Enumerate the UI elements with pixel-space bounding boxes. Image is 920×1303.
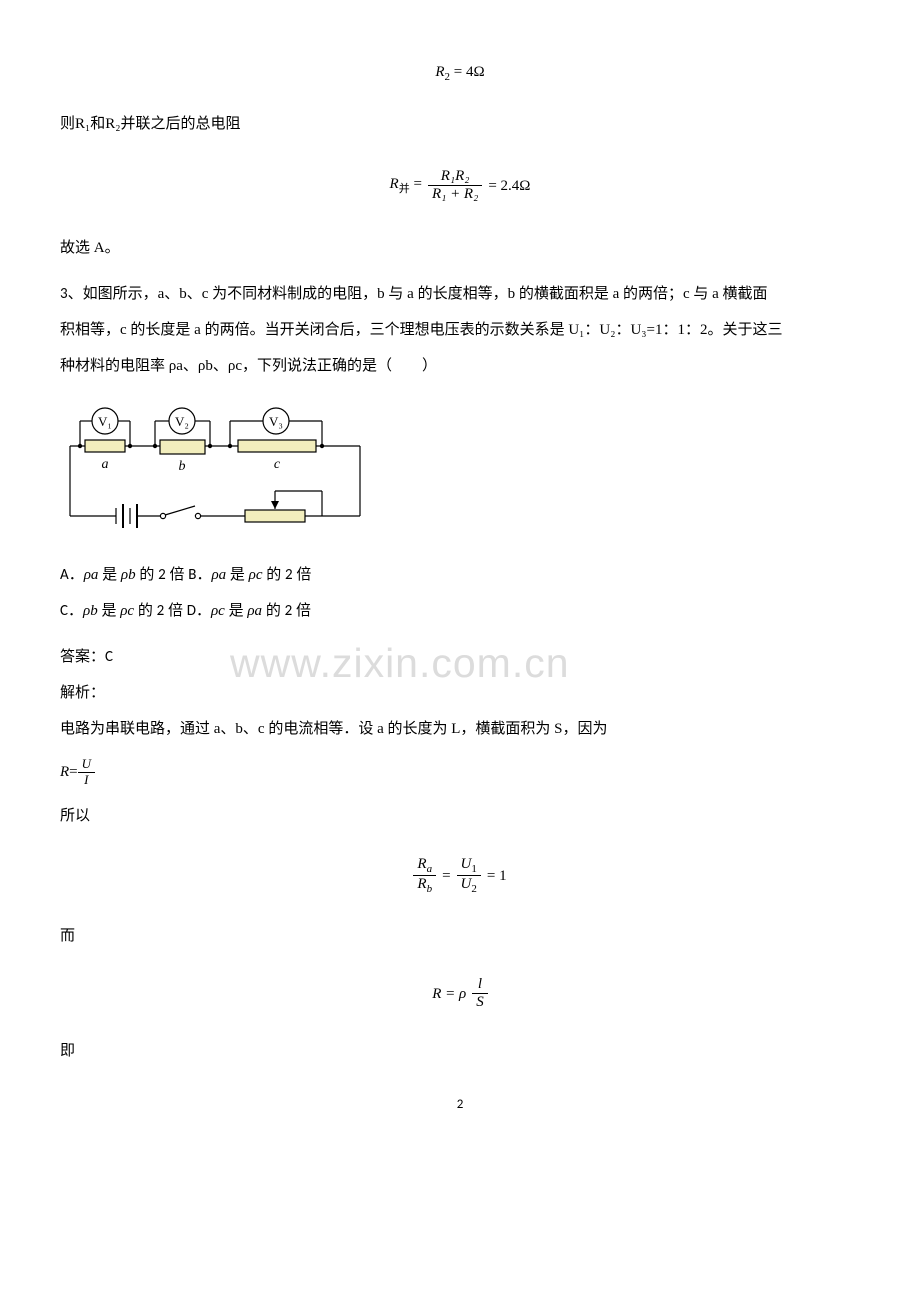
eq-r2: R2 = 4Ω	[60, 63, 860, 84]
svg-text:b: b	[179, 459, 186, 474]
conclusion-a: 故选 A。	[60, 230, 860, 266]
eq-parallel: R并 = R₁R₂ R₁ + R₂ = 2.4Ω	[60, 168, 860, 204]
svg-text:V₁: V₁	[98, 414, 112, 429]
options-ab: A．ρa 是 ρb 的 2 倍 B．ρa 是 ρc 的 2 倍	[60, 557, 860, 593]
problem3-line1: 3、如图所示，a、b、c 为不同材料制成的电阻，b 与 a 的长度相等，b 的横…	[60, 276, 860, 312]
parallel-intro: 则R₁和R₂并联之后的总电阻	[60, 106, 860, 142]
and-label: 而	[60, 918, 860, 954]
svg-text:V₃: V₃	[269, 414, 283, 429]
eq-r-ui: R= U I	[60, 757, 860, 788]
so-label: 所以	[60, 798, 860, 834]
problem3-line3: 种材料的电阻率 ρa、ρb、ρc，下列说法正确的是（ ）	[60, 348, 860, 384]
answer-line: 答案：C	[60, 639, 860, 675]
eq-ratio: Ra Rb = U1 U2 = 1	[60, 856, 860, 896]
explain-label: 解析：	[60, 675, 860, 711]
ie-label: 即	[60, 1033, 860, 1069]
page-number: 2	[60, 1089, 860, 1120]
explain-line1: 电路为串联电路，通过 a、b、c 的电流相等．设 a 的长度为 L，横截面积为 …	[60, 711, 860, 747]
eq-rho: R = ρ l S	[60, 976, 860, 1012]
circuit-diagram: V₁ V₂ V₃	[60, 396, 860, 541]
svg-text:a: a	[102, 457, 109, 472]
svg-text:V₂: V₂	[175, 414, 189, 429]
options-cd: C．ρb 是 ρc 的 2 倍 D．ρc 是 ρa 的 2 倍	[60, 593, 860, 629]
problem3-line2: 积相等，c 的长度是 a 的两倍。当开关闭合后，三个理想电压表的示数关系是 U₁…	[60, 312, 860, 348]
svg-text:c: c	[274, 457, 281, 472]
